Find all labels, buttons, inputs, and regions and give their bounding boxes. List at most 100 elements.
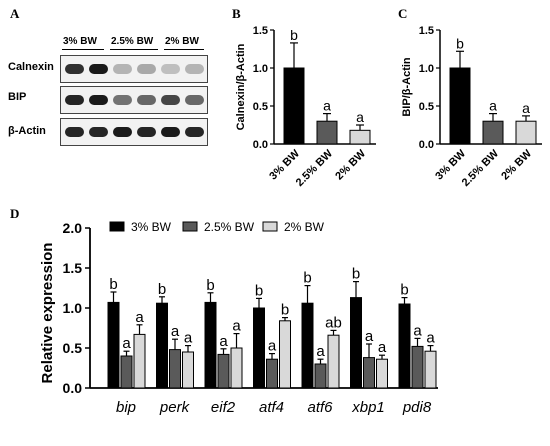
significance-letter: b xyxy=(281,302,289,319)
significance-letter: a xyxy=(171,323,180,340)
blot-band xyxy=(65,95,84,105)
x-tick-label: bip xyxy=(116,399,136,416)
y-tick-label: 2.0 xyxy=(63,220,83,236)
x-tick-label: xbp1 xyxy=(351,399,385,416)
x-tick-label: atf4 xyxy=(259,399,284,416)
significance-letter: a xyxy=(413,322,422,339)
bar xyxy=(156,302,168,389)
bar xyxy=(266,358,278,389)
significance-letter: a xyxy=(356,109,364,125)
legend-swatch xyxy=(182,221,198,232)
significance-letter: a xyxy=(184,330,193,347)
y-tick-label: 1.5 xyxy=(419,25,434,37)
western-blot-panel: 3% BW 2.5% BW 2% BW Calnexin BIP β-Actin xyxy=(0,0,240,150)
blot-band xyxy=(65,127,84,137)
blot-row-label: Calnexin xyxy=(8,61,54,73)
bar xyxy=(204,301,217,389)
legend-label: 3% BW xyxy=(131,220,172,234)
blot-group-label: 2.5% BW xyxy=(111,36,154,47)
blot-band xyxy=(137,95,156,105)
blot-band xyxy=(161,64,180,74)
blot-band xyxy=(65,64,84,74)
legend-label: 2.5% BW xyxy=(204,220,255,234)
blot-band xyxy=(185,95,204,105)
bar xyxy=(482,120,504,145)
blot-band xyxy=(137,127,156,137)
blot-row-label: β-Actin xyxy=(8,125,46,137)
bar xyxy=(515,120,537,145)
blot-group-label: 3% BW xyxy=(63,36,97,47)
y-tick-label: 0.5 xyxy=(419,101,434,113)
significance-letter: b xyxy=(158,281,166,298)
blot-band xyxy=(185,127,204,137)
significance-letter: a xyxy=(219,333,228,350)
bar xyxy=(376,358,388,389)
significance-letter: a xyxy=(426,330,435,347)
significance-letter: a xyxy=(365,328,374,345)
legend-swatch xyxy=(109,221,125,232)
y-tick-label: 1.0 xyxy=(63,300,83,316)
blot-band xyxy=(161,95,180,105)
bar xyxy=(449,67,471,145)
x-tick-label: 2.5% BW xyxy=(460,147,502,189)
y-tick-label: 1.5 xyxy=(253,25,268,37)
x-tick-label: 2% BW xyxy=(333,147,368,182)
significance-letter: a xyxy=(323,98,331,114)
significance-letter: b xyxy=(400,282,408,299)
significance-letter: a xyxy=(122,335,131,352)
blot-strip-calnexin xyxy=(60,55,208,83)
significance-letter: a xyxy=(135,309,144,326)
bar xyxy=(217,353,230,389)
blot-band xyxy=(113,95,132,105)
panel-label-c: C xyxy=(398,6,408,21)
significance-letter: a xyxy=(522,100,530,116)
y-tick-label: 1.5 xyxy=(63,260,83,276)
significance-letter: a xyxy=(489,98,497,114)
blot-band xyxy=(113,127,132,137)
blot-band xyxy=(113,64,132,74)
group-underline xyxy=(110,49,158,50)
significance-letter: b xyxy=(290,27,298,43)
significance-letter: ab xyxy=(325,314,342,331)
significance-letter: b xyxy=(255,282,263,299)
x-tick-label: perk xyxy=(159,399,191,416)
x-tick-label: atf6 xyxy=(307,399,333,416)
bar xyxy=(301,302,314,389)
blot-band xyxy=(89,64,108,74)
y-tick-label: 1.0 xyxy=(253,63,268,75)
y-tick-label: 1.0 xyxy=(419,63,434,75)
bar xyxy=(182,351,194,389)
bar xyxy=(314,363,327,389)
blot-strip-actin xyxy=(60,118,208,146)
panel-label-d: D xyxy=(10,206,20,221)
panel-label-a: A xyxy=(10,6,20,21)
significance-letter: b xyxy=(456,35,464,51)
bar xyxy=(398,303,411,389)
group-underline xyxy=(62,49,104,50)
y-tick-label: 0.0 xyxy=(419,139,434,151)
significance-letter: b xyxy=(109,276,117,293)
significance-letter: a xyxy=(316,343,325,360)
y-tick-label: 0.0 xyxy=(63,380,83,396)
bar xyxy=(363,357,375,389)
significance-letter: b xyxy=(352,266,360,283)
bar xyxy=(279,320,291,389)
y-axis-label: Calnexin/β-Actin xyxy=(235,43,247,130)
group-underline xyxy=(164,49,204,50)
y-axis-label: BIP/β-Actin xyxy=(401,57,413,117)
bar xyxy=(424,350,437,389)
bar xyxy=(107,301,120,389)
y-axis-label: Relative expression xyxy=(39,243,56,384)
y-tick-label: 0.5 xyxy=(253,101,268,113)
x-tick-label: 2% BW xyxy=(499,147,534,182)
x-tick-label: eif2 xyxy=(211,399,236,416)
blot-band xyxy=(137,64,156,74)
bar xyxy=(120,355,133,389)
y-tick-label: 0.5 xyxy=(63,340,83,356)
blot-band xyxy=(185,64,204,74)
legend-swatch xyxy=(262,221,278,232)
bar xyxy=(327,334,340,389)
bar xyxy=(411,345,424,389)
blot-row-label: BIP xyxy=(8,91,27,103)
